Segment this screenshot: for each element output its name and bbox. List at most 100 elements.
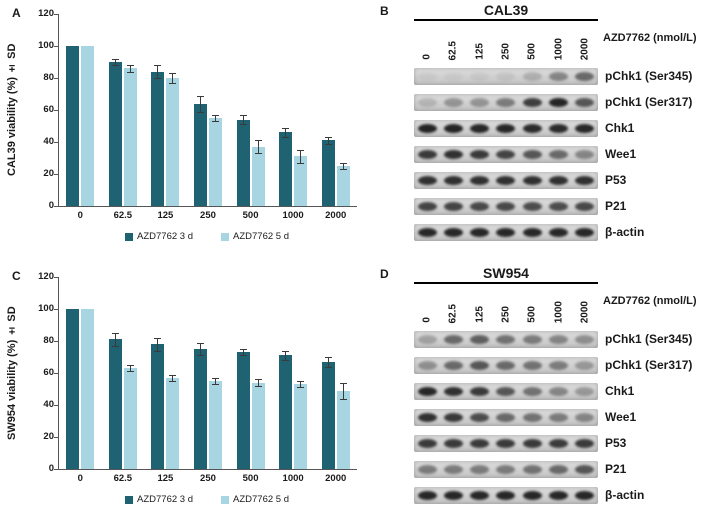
protein-band xyxy=(522,175,542,185)
error-bar xyxy=(129,365,131,372)
y-tick-label: 100 xyxy=(38,303,54,314)
lane-label-text: 500 xyxy=(526,43,538,60)
blot-lane xyxy=(440,146,466,163)
y-tick-mark xyxy=(54,405,59,406)
blot-lane xyxy=(519,357,545,374)
protein-band xyxy=(417,227,437,237)
protein-band xyxy=(549,412,569,422)
panel-c-sw954-viability-chart: C SW954 viability (%) ± SD 0 20 40 60 80 100 1… xyxy=(0,263,372,526)
protein-band xyxy=(496,412,516,422)
error-bar-cap xyxy=(212,114,219,116)
legend-label: AZD7762 5 d xyxy=(233,494,289,505)
blot-lane xyxy=(572,224,598,241)
protein-band xyxy=(575,175,595,185)
x-tick-label: 1000 xyxy=(282,210,304,221)
x-tick-label: 250 xyxy=(200,210,216,221)
blot-lane xyxy=(493,331,519,348)
blot-lane xyxy=(519,435,545,452)
error-bar-cap xyxy=(324,143,332,145)
blot-lane xyxy=(414,120,440,137)
blot-lane xyxy=(519,331,545,348)
protein-band xyxy=(575,490,595,500)
blot-row: Wee1 xyxy=(414,141,706,167)
blot-row-label: pChk1 (Ser317) xyxy=(605,95,693,109)
blot-lane xyxy=(519,120,545,137)
bar xyxy=(279,132,293,206)
legend-swatch xyxy=(125,232,134,241)
blot-lane xyxy=(467,94,493,111)
blot-row-label: P21 xyxy=(605,199,627,213)
protein-band xyxy=(549,97,569,107)
y-tick-label: 40 xyxy=(43,136,54,147)
protein-band xyxy=(443,123,463,133)
lane-label: 500 xyxy=(519,22,545,60)
panel-label-c: C xyxy=(12,269,21,283)
protein-band xyxy=(417,201,437,211)
blot-strip xyxy=(414,67,598,85)
protein-band xyxy=(470,386,490,396)
legend-cal39: AZD7762 3 d AZD7762 5 d xyxy=(58,231,356,242)
error-bar xyxy=(327,137,329,144)
blot-lane xyxy=(572,331,598,348)
blot-lane xyxy=(493,120,519,137)
bar xyxy=(251,146,265,206)
blot-lane xyxy=(414,198,440,215)
protein-band xyxy=(417,490,437,500)
lane-label-text: 2000 xyxy=(579,300,591,323)
x-tick-label: 62.5 xyxy=(113,473,133,484)
error-bar-cap xyxy=(282,137,290,139)
protein-band xyxy=(575,123,595,133)
error-bar-cap xyxy=(111,333,119,334)
protein-band xyxy=(549,149,569,159)
error-bar-cap xyxy=(324,357,332,358)
protein-band xyxy=(549,227,569,237)
blot-strip xyxy=(414,460,598,478)
lane-label: 1000 xyxy=(545,22,571,60)
blot-row-label: pChk1 (Ser317) xyxy=(605,358,693,372)
blot-lane xyxy=(440,435,466,452)
protein-band xyxy=(522,464,542,474)
error-bar-cap xyxy=(197,355,204,357)
y-tick-mark xyxy=(54,110,59,111)
panel-a-cal39-viability-chart: A CAL39 viability (%) ± SD 0 20 40 60 80 100 1… xyxy=(0,0,372,263)
protein-band xyxy=(575,464,595,474)
protein-band xyxy=(470,97,490,107)
error-bar xyxy=(257,140,259,154)
blot-lane xyxy=(493,357,519,374)
protein-band xyxy=(470,201,490,211)
y-tick-label: 60 xyxy=(43,104,54,115)
blot-row: Wee1 xyxy=(414,404,706,430)
error-bar-cap xyxy=(197,111,204,113)
protein-band xyxy=(470,490,490,500)
protein-band xyxy=(417,438,437,448)
blot-lane xyxy=(519,146,545,163)
y-tick-mark xyxy=(54,142,59,143)
plot-area-sw954: 0 20 40 60 80 100 120 0 62.5 125 250 500 1000 2000 xyxy=(38,271,357,484)
protein-band xyxy=(417,175,437,185)
lane-label-text: 62.5 xyxy=(447,40,459,60)
protein-band xyxy=(496,360,516,370)
blot-row: Chk1 xyxy=(414,378,706,404)
protein-band xyxy=(417,123,437,133)
bar xyxy=(236,119,250,206)
lane-label: 250 xyxy=(493,285,519,323)
error-bar-cap xyxy=(254,153,262,155)
lane-label: 62.5 xyxy=(440,22,466,60)
error-bar-cap xyxy=(126,371,134,373)
protein-band xyxy=(443,334,463,344)
blot-strip xyxy=(414,382,598,400)
error-bar-cap xyxy=(339,382,347,384)
blot-lane xyxy=(572,487,598,504)
bar xyxy=(66,309,80,469)
blot-lane xyxy=(467,120,493,137)
protein-band xyxy=(443,227,463,237)
blot-lane xyxy=(414,409,440,426)
protein-band xyxy=(496,227,516,237)
protein-band xyxy=(575,438,595,448)
error-bar-cap xyxy=(126,65,134,67)
blot-lane xyxy=(467,487,493,504)
protein-band xyxy=(443,386,463,396)
x-tick-label: 1000 xyxy=(282,473,304,484)
error-bar-cap xyxy=(324,137,332,139)
blot-lane xyxy=(493,461,519,478)
